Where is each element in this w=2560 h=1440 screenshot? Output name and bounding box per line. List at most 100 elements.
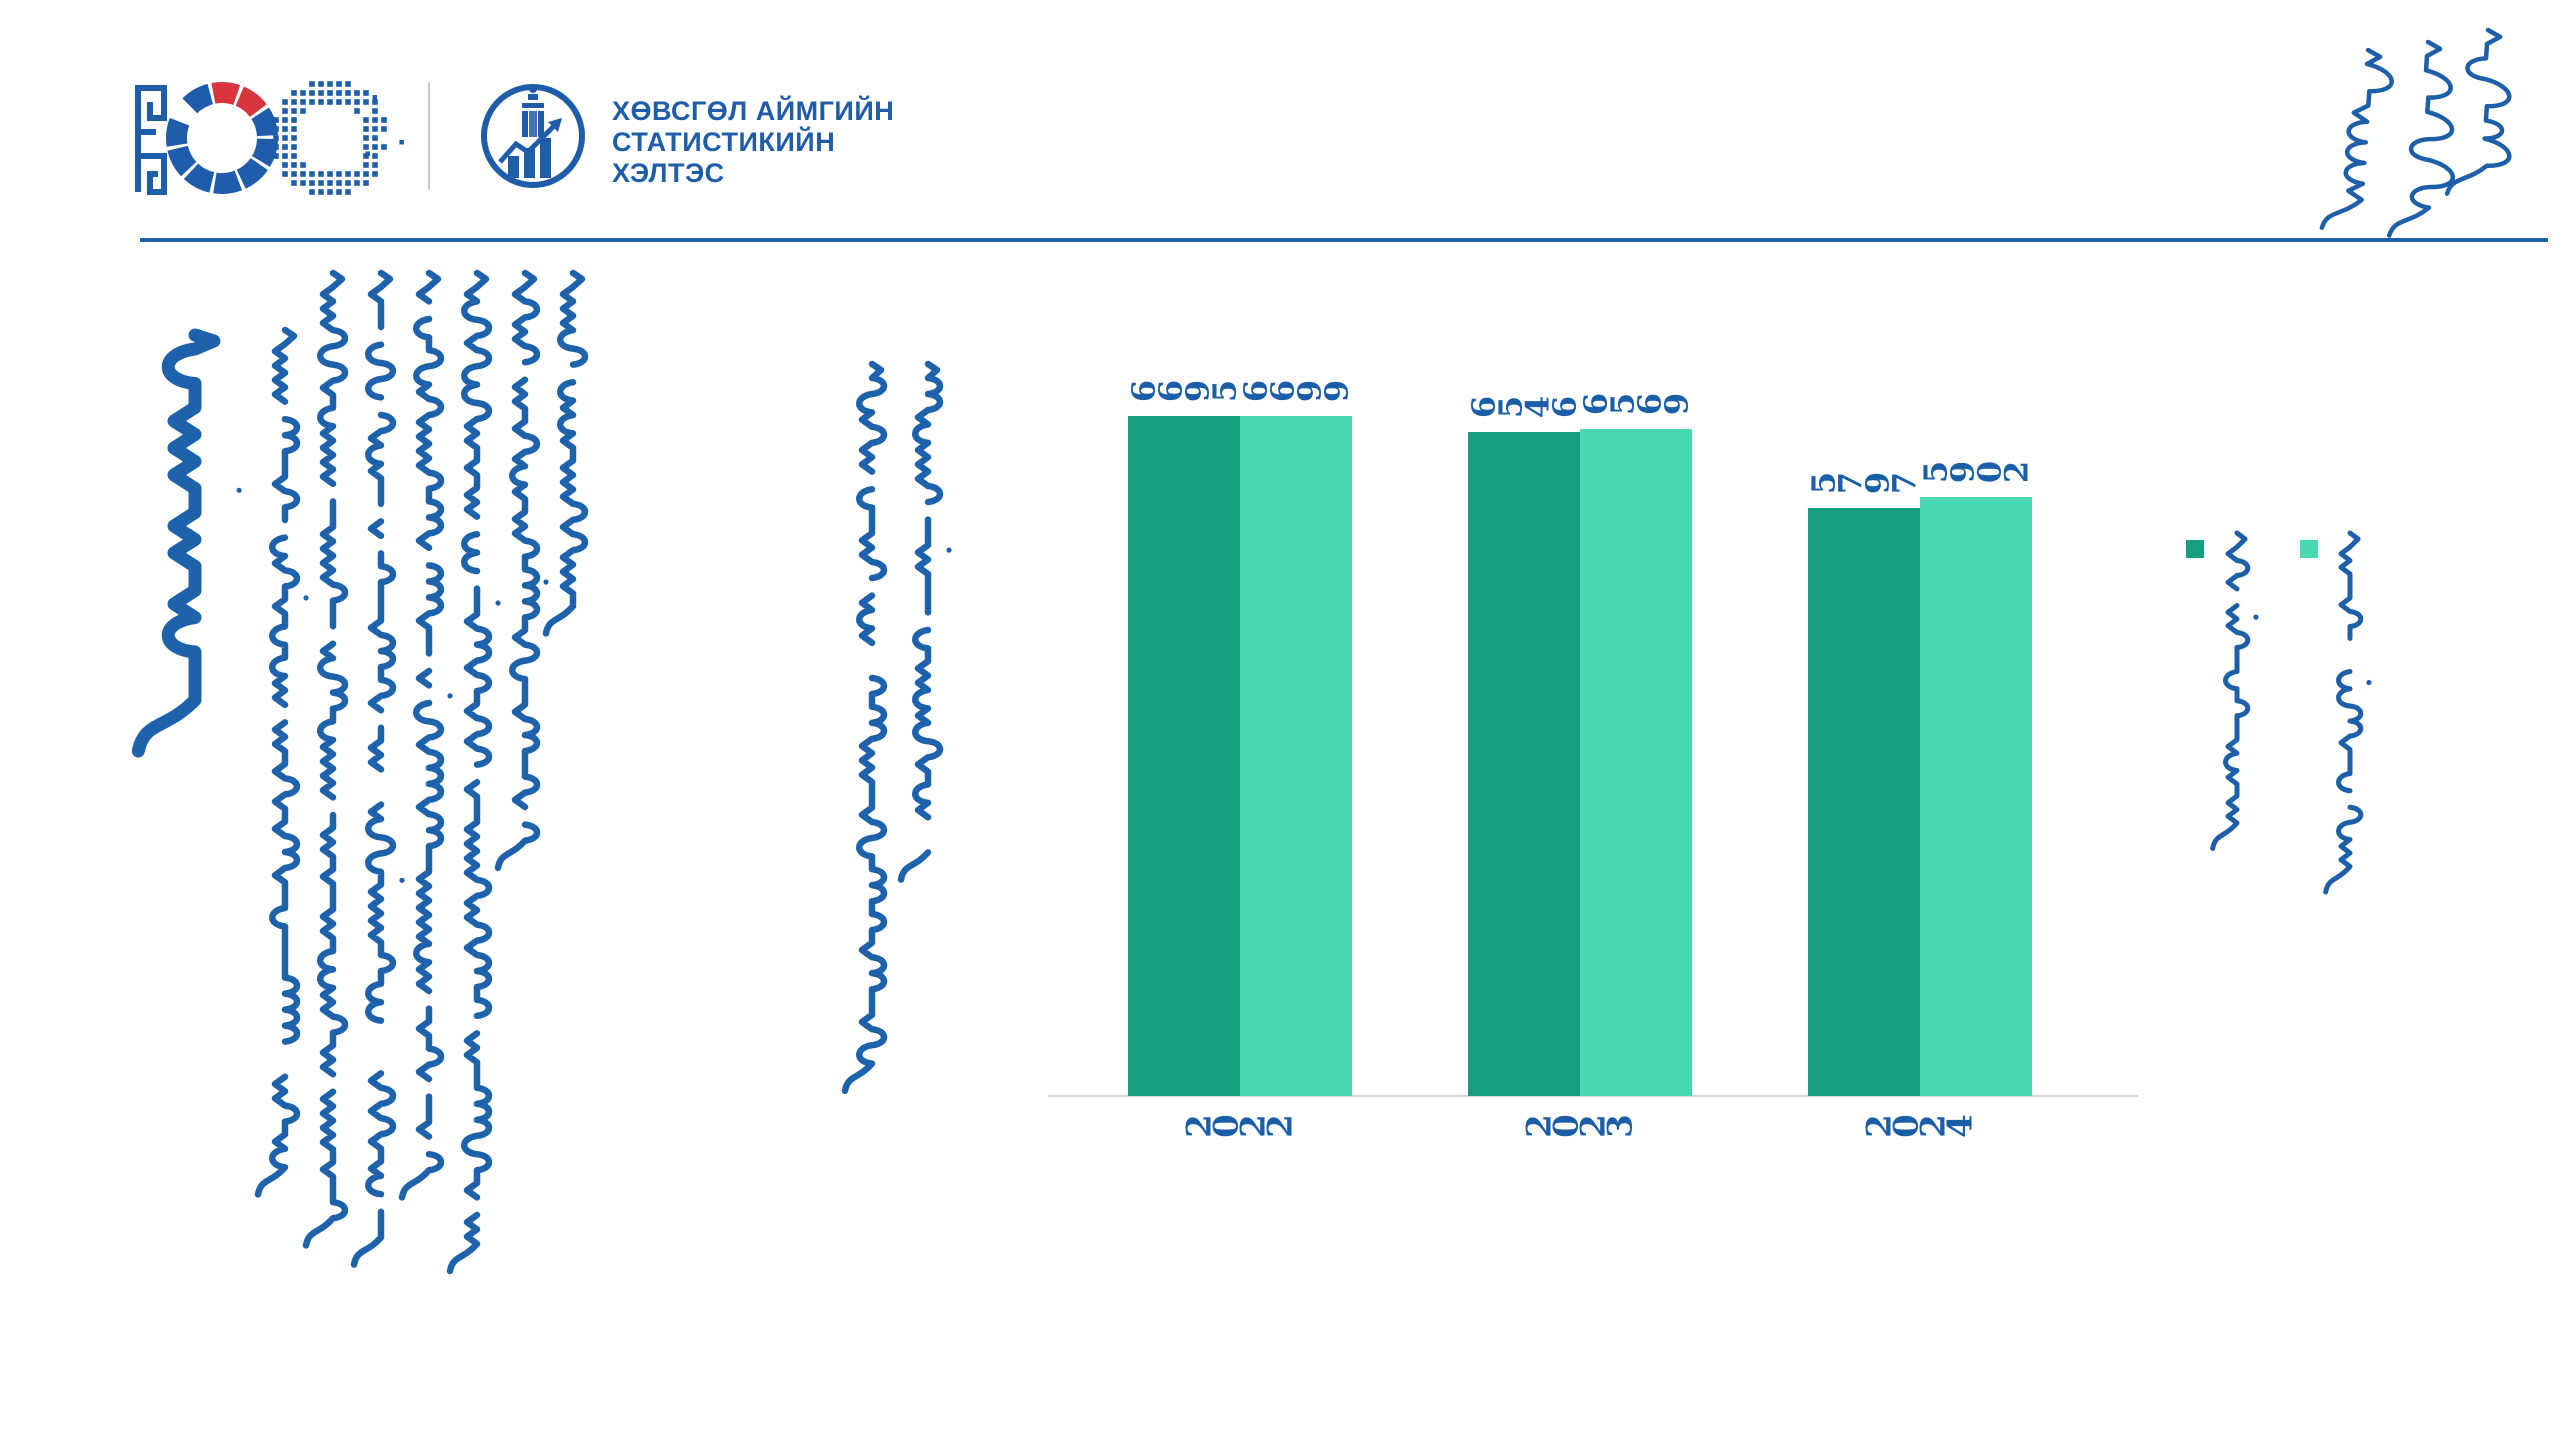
rotated-digit: 3 <box>1600 1114 1641 1138</box>
logo-halftone-dot <box>354 99 360 105</box>
logo-halftone-dot <box>372 162 378 168</box>
logo-halftone-dot <box>363 99 369 105</box>
logo-halftone-dot <box>300 180 306 186</box>
paragraph1-col2 <box>302 269 349 1249</box>
logo-halftone-dot <box>327 99 333 105</box>
logo-halftone-dot <box>363 126 369 132</box>
logo-halftone-dot <box>372 117 378 123</box>
logo-halftone-dot <box>336 99 342 105</box>
logo-halftone-dot <box>300 108 306 114</box>
logo-halftone-dot <box>300 90 306 96</box>
paragraph1-col1-diacritic-dot <box>303 595 309 601</box>
paragraph1-col1 <box>254 326 301 1198</box>
value-label-2024-series-2-mint: 5902 <box>1910 453 2042 491</box>
logo-ring-segment <box>166 117 190 147</box>
logo-halftone-dot <box>318 90 324 96</box>
logo-halftone-dot <box>354 90 360 96</box>
logo-halftone-dot <box>363 135 369 141</box>
logo-halftone-dot <box>282 144 288 150</box>
paragraph2-col2-diacritic-dot <box>946 547 952 553</box>
logo-halftone-dot <box>354 180 360 186</box>
legend-swatch-series-1 <box>2186 540 2204 558</box>
logo-halftone-dot <box>345 189 351 195</box>
logo-halftone-dot <box>291 99 297 105</box>
logo-halftone-dot <box>327 90 333 96</box>
logo-halftone-dot <box>282 171 288 177</box>
logo-halftone-dot <box>300 162 306 168</box>
logo-halftone-dot <box>318 81 324 87</box>
logo-halftone-dot <box>309 171 315 177</box>
logo-halftone-dot <box>327 189 333 195</box>
logo-halftone-dot <box>354 171 360 177</box>
bar-2022-series-1-dark-teal <box>1128 416 1240 1096</box>
x-axis-label-2024: 2024 <box>1840 1106 2000 1146</box>
logo-halftone-dot <box>372 135 378 141</box>
paragraph1-col3 <box>350 269 397 1268</box>
logo-halftone-dot <box>372 108 378 114</box>
x-axis-line <box>1048 1095 2138 1097</box>
logo-halftone-dot <box>363 153 369 159</box>
logo-halftone-dot <box>318 180 324 186</box>
logo-halftone-dot <box>372 153 378 159</box>
logo-ring-segment <box>236 158 268 189</box>
office-name-line2: СТАТИСТИКИЙН <box>612 127 836 157</box>
logo-halftone-dot <box>336 90 342 96</box>
logo-halftone-dot <box>354 108 360 114</box>
rotated-digit: 4 <box>1940 1114 1981 1138</box>
logo-halftone-dot <box>399 140 404 145</box>
logo-ring-segment <box>251 107 278 137</box>
logo-halftone-dot <box>345 180 351 186</box>
logo-ring-segment <box>252 138 278 167</box>
logo-ring-segment <box>213 170 243 194</box>
paragraph1-col5-diacritic-dot <box>495 600 501 606</box>
logo-halftone-dot <box>372 144 378 150</box>
logo-halftone-dot <box>273 126 279 132</box>
logo-halftone-dot <box>381 144 387 150</box>
paragraph1-col6 <box>494 269 541 872</box>
bar-2023-series-1-dark-teal <box>1468 432 1580 1096</box>
topright-script-col2 <box>2386 39 2456 238</box>
bar-2022-series-2-mint <box>1240 416 1352 1096</box>
logo-halftone-dot <box>336 171 342 177</box>
statistics-office-emblem <box>481 84 585 188</box>
logo-halftone-dot <box>291 171 297 177</box>
logo-halftone-dot <box>282 126 288 132</box>
logo-halftone-dot <box>363 180 369 186</box>
logo-halftone-dot <box>273 135 279 141</box>
logo-halftone-dot <box>309 189 315 195</box>
paragraph1-col6-diacritic-dot <box>543 579 549 585</box>
logo-halftone-dot <box>363 117 369 123</box>
x-axis-label-2022: 2022 <box>1160 1106 1320 1146</box>
logo-halftone-dot <box>381 117 387 123</box>
logo-halftone-dot <box>282 135 288 141</box>
office-name: ХӨВСГӨЛ АЙМГИЙН СТАТИСТИКИЙН ХЭЛТЭС <box>612 96 894 189</box>
logo-halftone-dot <box>282 153 288 159</box>
logo-halftone-dot <box>327 81 333 87</box>
legend-label-script-1-diacritic-dot <box>2253 614 2259 620</box>
rotated-digit: 2 <box>1997 460 2036 484</box>
logo-halftone-dot <box>282 117 288 123</box>
anniversary-100-logo <box>135 81 404 195</box>
logo-halftone-dot <box>291 117 297 123</box>
logo-ring-segment <box>235 86 267 117</box>
logo-halftone-dot <box>273 117 279 123</box>
office-name-line1: ХӨВСГӨЛ АЙМГИЙН <box>612 96 895 126</box>
logo-halftone-dot <box>327 171 333 177</box>
value-label-2022-series-2-mint: 6699 <box>1230 372 1362 410</box>
legend-label-script-2 <box>2323 530 2364 895</box>
topright-script-col1 <box>2319 47 2394 230</box>
logo-halftone-dot <box>363 171 369 177</box>
logo-halftone-dot <box>291 108 297 114</box>
paragraph2-col2 <box>897 360 944 883</box>
legend-label-script-2-diacritic-dot <box>2366 679 2372 686</box>
logo-halftone-dot <box>363 162 369 168</box>
legend-swatch-series-2 <box>2300 540 2318 558</box>
logo-halftone-dot <box>336 180 342 186</box>
office-name-line3: ХЭЛТЭС <box>612 158 725 188</box>
rotated-digit: 2 <box>1260 1114 1301 1138</box>
logo-halftone-dot <box>345 99 351 105</box>
topright-script-col3 <box>2444 27 2512 196</box>
logo-halftone-dot <box>372 95 378 100</box>
